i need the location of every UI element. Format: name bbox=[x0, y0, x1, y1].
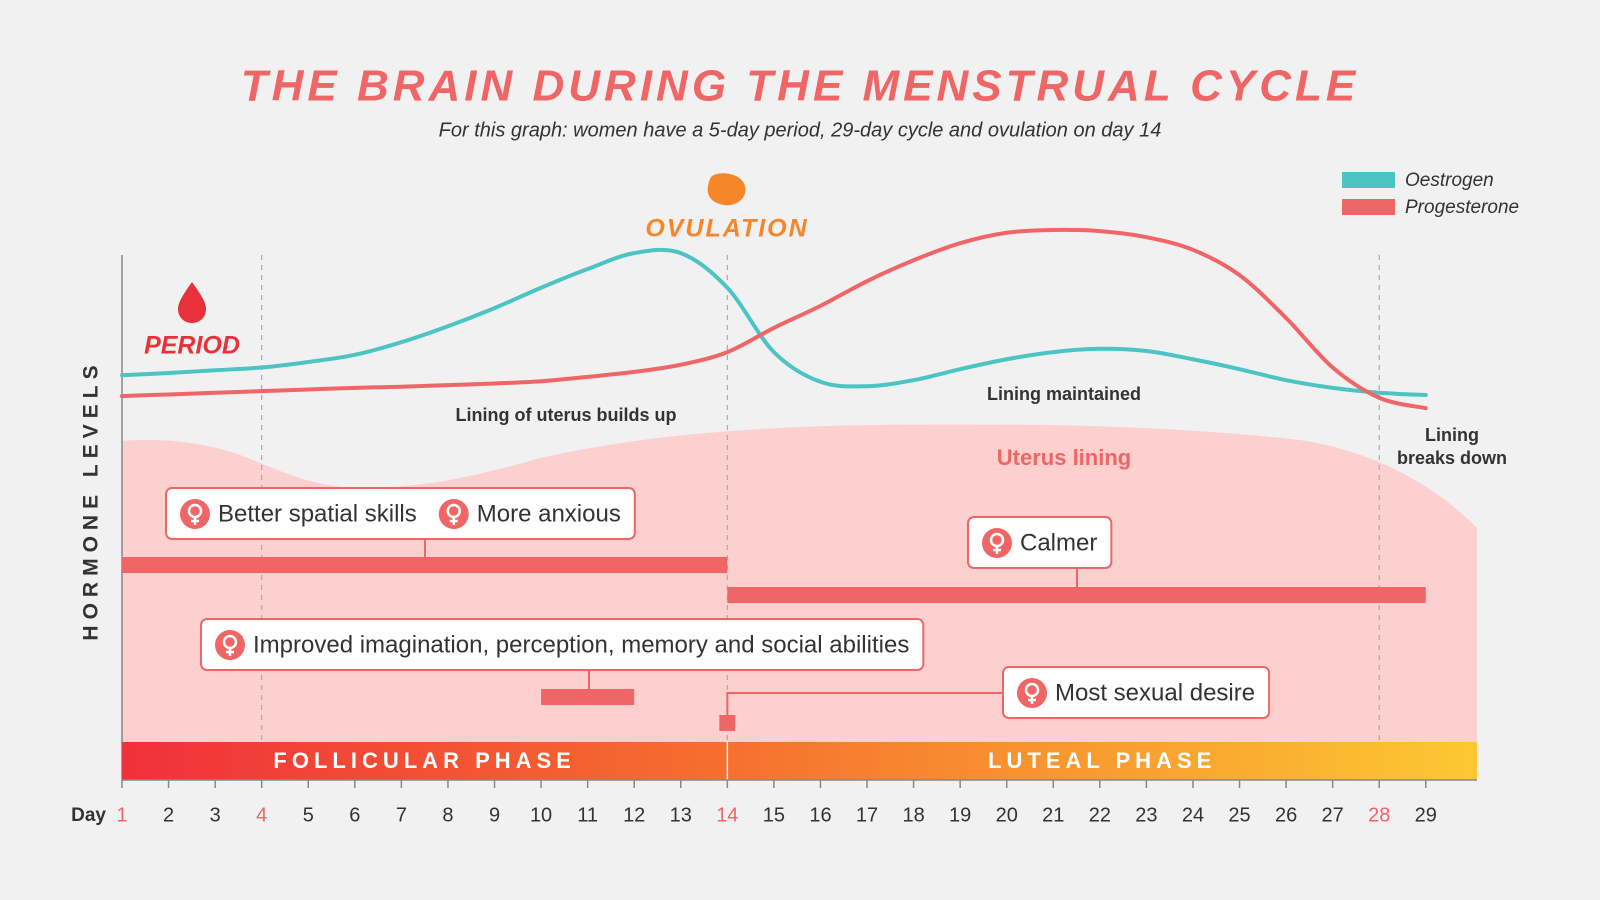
x-tick-label: 24 bbox=[1182, 804, 1204, 826]
effect-box bbox=[200, 618, 925, 671]
effect-bar bbox=[122, 557, 728, 573]
x-tick-label: 3 bbox=[210, 804, 221, 826]
x-tick-label: 26 bbox=[1275, 804, 1297, 826]
effect-bar bbox=[541, 689, 635, 705]
icon-bg bbox=[982, 528, 1012, 558]
x-tick-label: 27 bbox=[1322, 804, 1344, 826]
female-icon bbox=[215, 630, 245, 660]
x-tick-label: 29 bbox=[1415, 804, 1437, 826]
legend-swatch bbox=[1342, 172, 1395, 188]
x-tick-label: 25 bbox=[1228, 804, 1250, 826]
x-tick-label: 2 bbox=[163, 804, 174, 826]
icon-bg bbox=[215, 630, 245, 660]
hormone-line bbox=[120, 247, 1428, 397]
female-icon bbox=[438, 499, 469, 529]
chart-subtitle: For this graph: women have a 5-day perio… bbox=[439, 119, 1162, 141]
ovulation-label: OVULATION bbox=[645, 215, 808, 243]
effect bbox=[200, 618, 925, 671]
uterus-lining-area bbox=[122, 424, 1477, 742]
effect-label: Calmer bbox=[1020, 529, 1097, 556]
ovulation-egg bbox=[707, 173, 746, 206]
y-axis-label: HORMONE LEVELS bbox=[80, 359, 103, 640]
phase-label: LUTEAL PHASE bbox=[988, 748, 1216, 773]
effect-box bbox=[165, 487, 636, 540]
icon-bg bbox=[438, 499, 469, 529]
legend-swatch bbox=[1342, 199, 1395, 215]
x-tick-label: 20 bbox=[996, 804, 1018, 826]
x-tick-label: 6 bbox=[349, 804, 360, 826]
x-tick-label: 11 bbox=[577, 804, 598, 826]
effect-label: More anxious bbox=[477, 500, 621, 527]
chart-title: THE BRAIN DURING THE MENSTRUAL CYCLE bbox=[241, 62, 1360, 111]
annotation: Lining of uterus builds up bbox=[456, 405, 677, 425]
hormone-line bbox=[120, 227, 1428, 411]
period-drop bbox=[178, 282, 206, 323]
x-tick-label: 12 bbox=[623, 804, 645, 826]
period-label: PERIOD bbox=[144, 332, 240, 360]
effect-label: Better spatial skills bbox=[218, 500, 417, 527]
female-icon bbox=[982, 528, 1012, 558]
icon-bg bbox=[180, 499, 210, 529]
effect bbox=[165, 487, 636, 540]
x-tick-label: 10 bbox=[530, 804, 552, 826]
icon-bg bbox=[1017, 678, 1047, 708]
x-tick-label: 4 bbox=[256, 804, 267, 826]
x-axis-label: Day bbox=[71, 805, 106, 826]
x-tick-label: 28 bbox=[1368, 804, 1390, 826]
phase-bar bbox=[122, 742, 1477, 780]
female-icon bbox=[1017, 678, 1047, 708]
phase-label: FOLLICULAR PHASE bbox=[273, 748, 575, 773]
effect-label: Improved imagination, perception, memory… bbox=[253, 631, 909, 658]
annotation: Lining bbox=[1425, 425, 1479, 445]
x-tick-label: 18 bbox=[902, 804, 924, 826]
annotation: Uterus lining bbox=[997, 445, 1131, 470]
effect-bar bbox=[727, 587, 1426, 603]
x-tick-label: 9 bbox=[489, 804, 500, 826]
x-tick-label: 7 bbox=[396, 804, 407, 826]
x-tick-label: 22 bbox=[1089, 804, 1111, 826]
x-tick-label: 16 bbox=[809, 804, 831, 826]
x-tick-label: 21 bbox=[1042, 804, 1064, 826]
legend-label: Oestrogen bbox=[1405, 170, 1494, 191]
effect-point bbox=[719, 715, 736, 731]
legend-label: Progesterone bbox=[1405, 197, 1519, 218]
x-tick-label: 13 bbox=[670, 804, 692, 826]
annotation: breaks down bbox=[1397, 448, 1507, 468]
x-tick-label: 14 bbox=[716, 804, 738, 826]
effect-label: Most sexual desire bbox=[1055, 679, 1255, 706]
x-tick-label: 8 bbox=[442, 804, 453, 826]
x-tick-label: 17 bbox=[856, 804, 878, 826]
x-tick-label: 1 bbox=[116, 804, 127, 826]
x-tick-label: 5 bbox=[303, 804, 314, 826]
x-tick-label: 23 bbox=[1135, 804, 1157, 826]
x-tick-label: 15 bbox=[763, 804, 785, 826]
connector bbox=[726, 692, 1003, 715]
annotation: Lining maintained bbox=[987, 384, 1141, 404]
x-tick-label: 19 bbox=[949, 804, 971, 826]
female-icon bbox=[180, 499, 210, 529]
